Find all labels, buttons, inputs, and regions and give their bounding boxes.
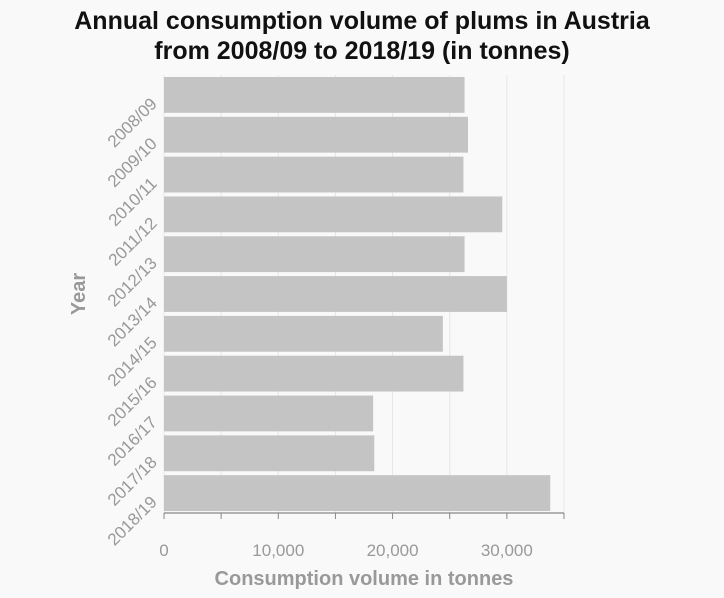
bar-2014-15 — [164, 315, 443, 352]
x-tick-label: 30,000 — [481, 541, 533, 560]
chart-title-line-1: Annual consumption volume of plums in Au… — [74, 7, 650, 35]
bar-2012-13 — [164, 236, 465, 273]
bar-2008-09 — [164, 76, 465, 113]
x-tick-label: 10,000 — [252, 541, 304, 560]
x-axis-label: Consumption volume in tonnes — [215, 568, 514, 590]
bar-2010-11 — [164, 156, 464, 193]
bar-2017-18 — [164, 435, 375, 472]
bar-2011-12 — [164, 196, 503, 233]
chart-title-line-2: from 2008/09 to 2018/19 (in tonnes) — [154, 37, 570, 65]
bars-layer — [164, 76, 551, 512]
x-tick-label: 20,000 — [367, 541, 419, 560]
bar-2009-10 — [164, 116, 468, 153]
bar-2018-19 — [164, 475, 551, 512]
bar-2013-14 — [164, 276, 507, 312]
bar-2015-16 — [164, 355, 464, 392]
bar-2016-17 — [164, 395, 374, 432]
y-axis-label: Year — [68, 273, 90, 315]
x-tick-label: 0 — [159, 541, 168, 560]
axis-layer — [163, 512, 565, 519]
chart-title: Annual consumption volume of plums in Au… — [0, 6, 724, 66]
